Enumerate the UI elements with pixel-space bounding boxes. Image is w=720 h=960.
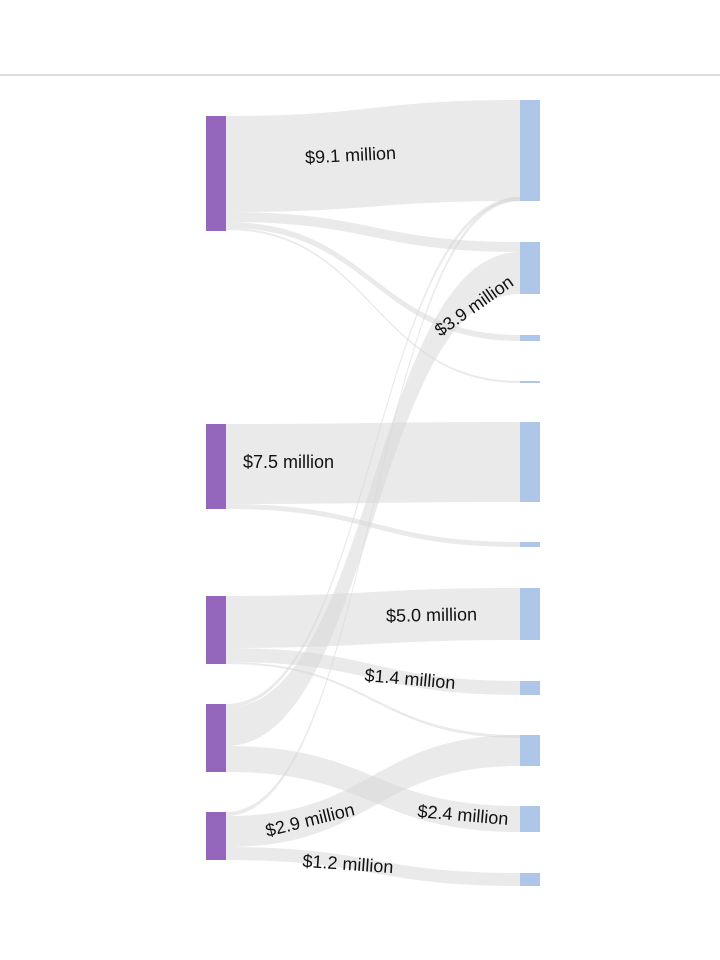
- flow-s1-t4: [226, 228, 520, 383]
- flow-s2-t5: [226, 422, 520, 504]
- source-node-3: [206, 596, 226, 664]
- target-node-3: [520, 335, 540, 341]
- target-node-11: [520, 873, 540, 886]
- target-node-5: [520, 422, 540, 502]
- flow-s4-t2: [226, 252, 520, 746]
- flow-s1-t1: [226, 100, 520, 212]
- source-node-5: [206, 812, 226, 860]
- target-node-10: [520, 806, 540, 832]
- target-node-9: [520, 735, 540, 766]
- top-divider: [0, 74, 720, 76]
- target-node-8: [520, 681, 540, 695]
- target-node-7: [520, 588, 540, 640]
- flow-label-1-2: $1.2 million: [302, 851, 394, 877]
- source-node-1: [206, 116, 226, 231]
- flow-s5-t1: [226, 197, 520, 816]
- flow-label-9-1: $9.1 million: [305, 143, 397, 168]
- flow-s5-t11: [226, 847, 520, 886]
- source-node-4: [206, 704, 226, 772]
- flow-s3-t7: [226, 588, 520, 648]
- source-node-2: [206, 424, 226, 509]
- flow-s1-t2: [226, 212, 520, 252]
- target-node-4: [520, 381, 540, 383]
- flow-label-7-5: $7.5 million: [243, 452, 334, 472]
- flow-s4-t1: [226, 197, 520, 708]
- flow-s5-t9: [226, 735, 520, 847]
- flow-s1-t3: [226, 222, 520, 341]
- flow-s2-t6: [226, 504, 520, 547]
- target-node-6: [520, 542, 540, 547]
- flow-label-1-4: $1.4 million: [364, 665, 456, 693]
- target-node-1: [520, 100, 540, 201]
- target-nodes: [520, 100, 540, 886]
- source-nodes: [206, 116, 226, 860]
- target-node-2: [520, 242, 540, 294]
- flow-s3-t9: [226, 662, 520, 738]
- flow-label-2-4: $2.4 million: [417, 801, 509, 829]
- flows: [226, 100, 520, 886]
- flow-label-5-0: $5.0 million: [386, 604, 477, 626]
